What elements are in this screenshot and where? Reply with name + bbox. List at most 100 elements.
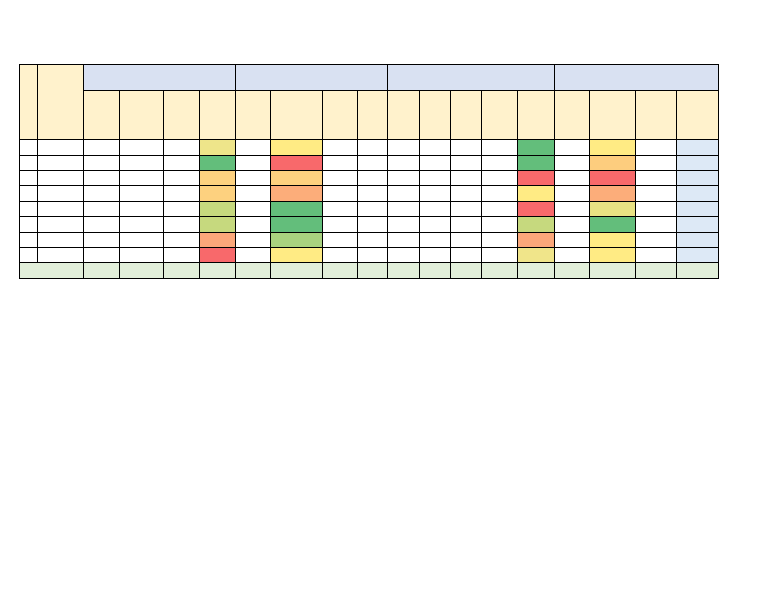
- cell: [270, 201, 323, 217]
- cell: [450, 185, 482, 202]
- cell: [322, 170, 358, 186]
- cell: [119, 155, 164, 171]
- cell: [357, 185, 388, 202]
- cell: [517, 139, 555, 156]
- cell: [450, 247, 482, 263]
- cell: [235, 155, 271, 171]
- sub-header: [357, 90, 388, 140]
- cell: [450, 139, 482, 156]
- cell: [119, 247, 164, 263]
- cell: [83, 216, 120, 233]
- total-cell: [554, 262, 590, 279]
- cell: [83, 155, 120, 171]
- cell: [322, 232, 358, 248]
- sub-header: [199, 90, 236, 140]
- cell: [37, 232, 84, 248]
- group-header: [387, 64, 555, 91]
- cell: [199, 247, 236, 263]
- group-header: [235, 64, 388, 91]
- cell: [322, 155, 358, 171]
- cell: [554, 185, 590, 202]
- cell: [517, 232, 555, 248]
- cell: [270, 185, 323, 202]
- cell: [163, 232, 200, 248]
- cell: [419, 201, 451, 217]
- cell: [635, 216, 677, 233]
- total-cell: [163, 262, 200, 279]
- cell: [83, 170, 120, 186]
- cell: [517, 185, 555, 202]
- cell: [37, 185, 84, 202]
- cell: [19, 170, 38, 186]
- sub-header: [83, 90, 120, 140]
- sub-header: [554, 90, 590, 140]
- cell: [357, 216, 388, 233]
- sub-header: [419, 90, 451, 140]
- cell: [481, 170, 518, 186]
- cell: [163, 155, 200, 171]
- cell: [419, 232, 451, 248]
- sub-header: [322, 90, 358, 140]
- total-cell: [235, 262, 271, 279]
- cell: [235, 201, 271, 217]
- cell: [554, 232, 590, 248]
- cell: [589, 170, 636, 186]
- total-cell: [322, 262, 358, 279]
- sub-header: [387, 90, 420, 140]
- cell: [83, 185, 120, 202]
- cell: [387, 201, 420, 217]
- sub-header: [481, 90, 518, 140]
- cell: [450, 201, 482, 217]
- cell: [37, 201, 84, 217]
- cell: [589, 216, 636, 233]
- cell: [387, 232, 420, 248]
- sub-header: [517, 90, 555, 140]
- cell: [481, 201, 518, 217]
- cell: [676, 170, 719, 186]
- cell: [357, 232, 388, 248]
- cell: [481, 139, 518, 156]
- total-cell: [589, 262, 636, 279]
- cell: [554, 216, 590, 233]
- cell: [19, 216, 38, 233]
- sub-header: [270, 90, 323, 140]
- cell: [19, 155, 38, 171]
- cell: [481, 232, 518, 248]
- cell: [199, 201, 236, 217]
- cell: [235, 139, 271, 156]
- cell: [119, 170, 164, 186]
- cell: [450, 216, 482, 233]
- cell: [635, 170, 677, 186]
- cell: [83, 232, 120, 248]
- cell: [554, 170, 590, 186]
- cell: [270, 170, 323, 186]
- total-cell: [119, 262, 164, 279]
- header-cell: [19, 64, 38, 140]
- cell: [19, 232, 38, 248]
- cell: [554, 201, 590, 217]
- total-cell: [450, 262, 482, 279]
- cell: [481, 155, 518, 171]
- cell: [387, 170, 420, 186]
- total-cell: [635, 262, 677, 279]
- cell: [37, 216, 84, 233]
- cell: [357, 201, 388, 217]
- cell: [19, 139, 38, 156]
- cell: [676, 139, 719, 156]
- cell: [387, 216, 420, 233]
- cell: [37, 155, 84, 171]
- cell: [199, 155, 236, 171]
- cell: [235, 185, 271, 202]
- cell: [83, 201, 120, 217]
- cell: [322, 216, 358, 233]
- cell: [589, 201, 636, 217]
- cell: [235, 216, 271, 233]
- cell: [119, 185, 164, 202]
- cell: [450, 232, 482, 248]
- cell: [322, 201, 358, 217]
- cell: [419, 185, 451, 202]
- cell: [357, 139, 388, 156]
- cell: [554, 139, 590, 156]
